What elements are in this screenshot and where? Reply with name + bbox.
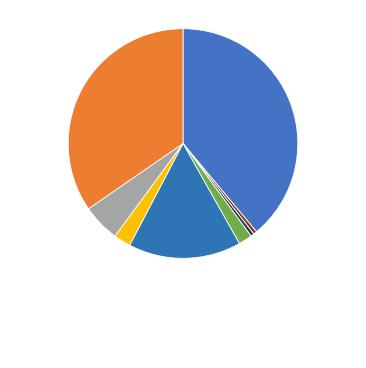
- Wedge shape: [183, 144, 251, 244]
- Wedge shape: [183, 144, 254, 236]
- Wedge shape: [68, 29, 183, 209]
- Wedge shape: [89, 144, 183, 236]
- Wedge shape: [115, 144, 183, 245]
- Wedge shape: [183, 144, 257, 234]
- Wedge shape: [183, 29, 298, 232]
- Wedge shape: [130, 144, 239, 258]
